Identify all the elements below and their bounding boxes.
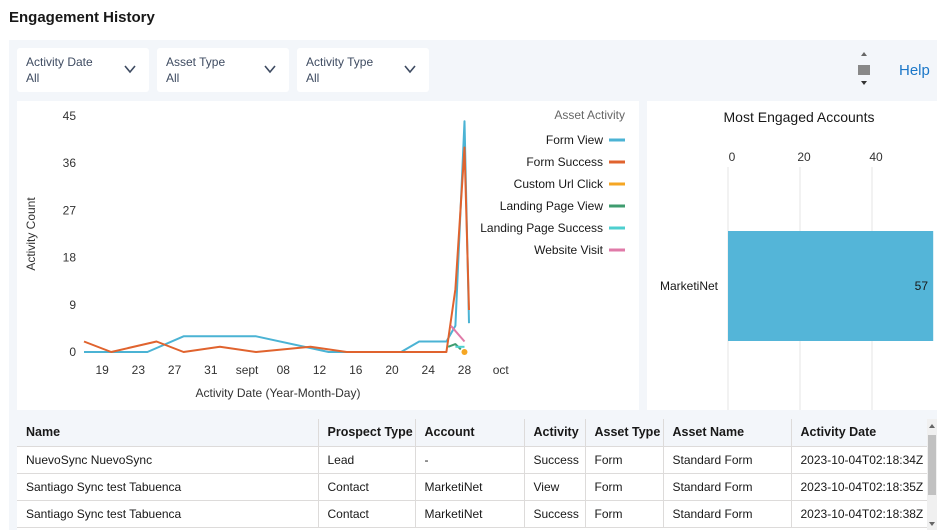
column-header-asset-type[interactable]: Asset Type — [585, 419, 664, 447]
chart-title: Most Engaged Accounts — [724, 109, 875, 125]
table-scrollbar[interactable] — [927, 419, 937, 530]
x-tick-label: 31 — [204, 363, 218, 377]
x-tick-label: 40 — [869, 150, 883, 164]
x-tick-label: 0 — [729, 150, 736, 164]
filter-label: Activity Type — [306, 55, 374, 69]
x-tick-label: 28 — [458, 363, 472, 377]
cell-asset-type: Form — [585, 500, 664, 528]
y-tick-label: 0 — [69, 345, 76, 359]
x-tick-label: 12 — [313, 363, 327, 377]
series-line-website-visit — [450, 325, 466, 343]
scroll-thumb[interactable] — [858, 65, 870, 75]
y-tick-label: 45 — [63, 109, 77, 123]
filter-value: All — [26, 71, 40, 85]
caret-up-icon[interactable] — [861, 52, 867, 56]
cell-prospect-type: Lead — [318, 446, 416, 474]
x-tick-label: 23 — [132, 363, 146, 377]
x-tick-label: sept — [236, 363, 259, 377]
cell-prospect-type: Contact — [318, 473, 416, 501]
cell-asset-name: Standard Form — [663, 500, 792, 528]
bar-marketinet — [728, 231, 934, 341]
asset-type-filter[interactable]: Asset Type All — [157, 48, 289, 92]
column-header-account[interactable]: Account — [415, 419, 525, 447]
legend-label-form-success: Form Success — [526, 155, 603, 169]
column-header-activity[interactable]: Activity — [524, 419, 586, 447]
column-header-activity-date[interactable]: Activity Date — [791, 419, 927, 447]
column-header-name[interactable]: Name — [17, 419, 319, 447]
table-row[interactable]: Santiago Sync test Tabuenca Contact Mark… — [17, 500, 927, 528]
activity-date-filter[interactable]: Activity Date All — [17, 48, 149, 92]
chevron-down-icon — [404, 65, 416, 74]
x-tick-label: oct — [493, 363, 510, 377]
asset-activity-chart-card: 0 9 18 27 36 45 19 23 27 31 sept 08 12 16 20 24 28 oct Act… — [17, 101, 639, 410]
x-tick-label: 24 — [422, 363, 436, 377]
y-tick-label: 18 — [63, 251, 77, 265]
x-tick-label: 16 — [349, 363, 363, 377]
cell-asset-name: Standard Form — [663, 446, 792, 474]
series-line-form-view — [84, 120, 470, 353]
series-point-custom-url-click — [461, 349, 468, 355]
most-engaged-accounts-card: Most Engaged Accounts020406MarketiNet57 — [647, 101, 937, 410]
filter-value: All — [166, 71, 180, 85]
cell-account: MarketiNet — [415, 500, 525, 528]
cell-asset-type: Form — [585, 473, 664, 501]
x-tick-label: 20 — [385, 363, 399, 377]
cell-name: NuevoSync NuevoSync — [17, 446, 319, 474]
filter-label: Activity Date — [26, 55, 93, 69]
cell-activity: Success — [524, 446, 586, 474]
y-axis-title: Activity Count — [24, 197, 38, 271]
caret-up-icon[interactable] — [929, 424, 935, 428]
filter-scrollbar[interactable] — [856, 50, 872, 88]
legend-label-form-view: Form View — [546, 133, 603, 147]
column-header-prospect-type[interactable]: Prospect Type — [318, 419, 416, 447]
legend-label-custom-url-click: Custom Url Click — [514, 177, 604, 191]
x-axis-title: Activity Date (Year-Month-Day) — [196, 386, 361, 400]
asset-activity-line-chart: 0 9 18 27 36 45 19 23 27 31 sept 08 12 16 20 24 28 oct Act… — [24, 108, 625, 400]
cell-activity: Success — [524, 500, 586, 528]
category-label: MarketiNet — [660, 279, 719, 293]
table-row[interactable]: Santiago Sync test Tabuenca Contact Mark… — [17, 473, 927, 501]
legend-label-landing-page-success: Landing Page Success — [480, 221, 603, 235]
activity-type-filter[interactable]: Activity Type All — [297, 48, 429, 92]
cell-name: Santiago Sync test Tabuenca — [17, 473, 319, 501]
table-row[interactable]: NuevoSync NuevoSync Lead - Success Form … — [17, 446, 927, 474]
cell-asset-name: Standard Form — [663, 473, 792, 501]
caret-down-icon[interactable] — [929, 522, 935, 526]
page-title: Engagement History — [9, 9, 155, 26]
legend-label-website-visit: Website Visit — [534, 243, 604, 257]
column-header-asset-name[interactable]: Asset Name — [663, 419, 792, 447]
cell-prospect-type: Contact — [318, 500, 416, 528]
filter-label: Asset Type — [166, 55, 226, 69]
cell-account: MarketiNet — [415, 473, 525, 501]
y-tick-label: 36 — [63, 156, 77, 170]
chevron-down-icon — [124, 65, 136, 74]
x-tick-label: 27 — [168, 363, 182, 377]
data-label: 57 — [915, 279, 929, 293]
cell-asset-type: Form — [585, 446, 664, 474]
legend-label-landing-page-view: Landing Page View — [500, 199, 604, 213]
y-tick-label: 27 — [63, 203, 77, 217]
series-line-form-success — [83, 146, 470, 353]
cell-activity-date: 2023-10-04T02:18:38Z — [791, 500, 927, 528]
filter-value: All — [306, 71, 320, 85]
caret-down-icon[interactable] — [861, 81, 867, 85]
engagement-table: Name Prospect Type Account Activity Asse… — [17, 419, 927, 530]
cell-activity-date: 2023-10-04T02:18:35Z — [791, 473, 927, 501]
cell-account: - — [415, 446, 525, 474]
table-header-row: Name Prospect Type Account Activity Asse… — [17, 419, 927, 447]
x-tick-label: 19 — [95, 363, 109, 377]
y-tick-label: 9 — [69, 298, 76, 312]
chevron-down-icon — [264, 65, 276, 74]
help-link[interactable]: Help — [899, 62, 930, 79]
scroll-thumb[interactable] — [928, 435, 936, 495]
cell-name: Santiago Sync test Tabuenca — [17, 500, 319, 528]
most-engaged-accounts-chart: Most Engaged Accounts020406MarketiNet57 — [660, 109, 934, 410]
x-tick-label: 08 — [277, 363, 291, 377]
cell-activity-date: 2023-10-04T02:18:34Z — [791, 446, 927, 474]
legend-title: Asset Activity — [554, 108, 625, 122]
cell-activity: View — [524, 473, 586, 501]
x-tick-label: 20 — [797, 150, 811, 164]
